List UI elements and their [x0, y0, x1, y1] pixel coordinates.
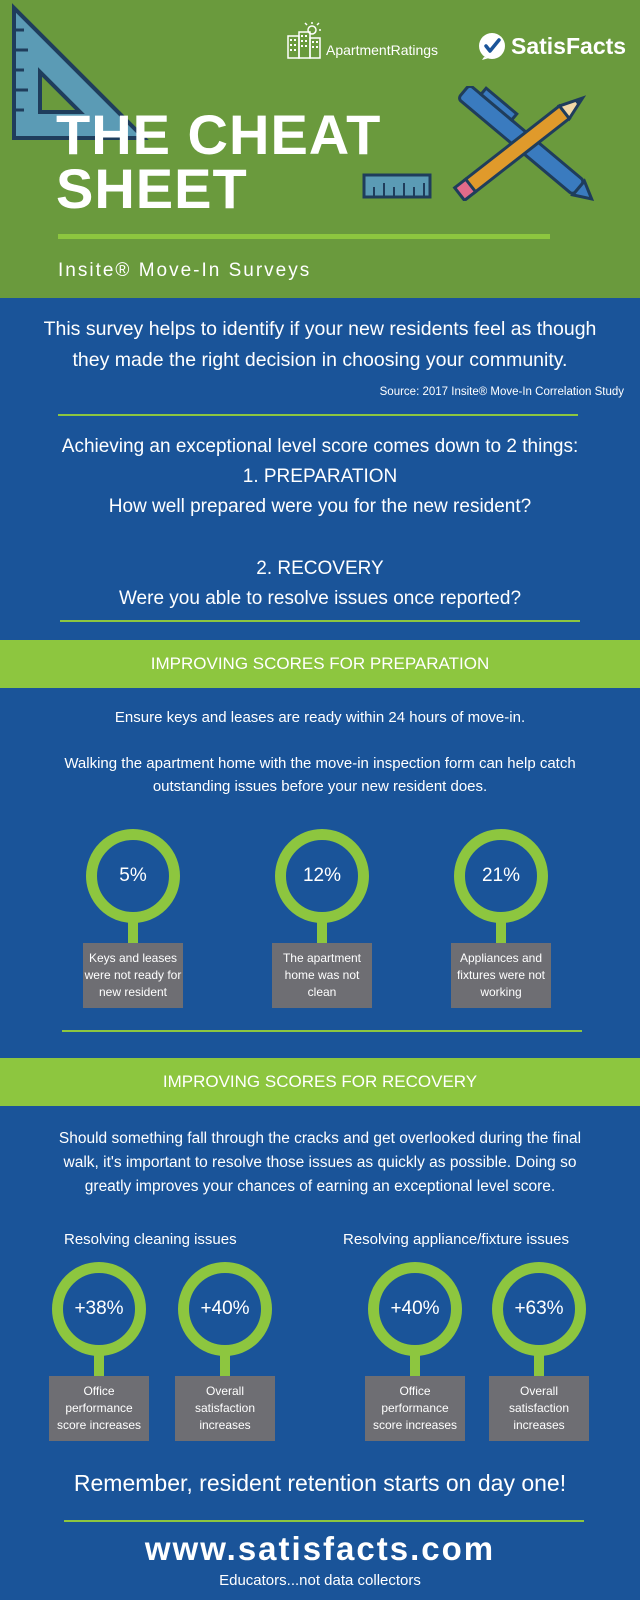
divider: [64, 1520, 584, 1522]
header-divider: [58, 234, 550, 239]
point2-title: 2. RECOVERY: [256, 558, 384, 579]
page-title: THE CHEAT SHEET: [56, 103, 436, 220]
intro-line2: they made the right decision in choosing…: [72, 349, 568, 371]
stat-value: +40%: [368, 1262, 462, 1356]
stat-label: Overall satisfaction increases: [489, 1376, 589, 1441]
intro-text: This survey helps to identify if your ne…: [0, 314, 640, 376]
stat-value: 21%: [454, 829, 548, 923]
stat-connector: [94, 1354, 104, 1378]
page-title-line2: SHEET: [56, 157, 248, 220]
page-title-line1: THE CHEAT: [56, 103, 382, 166]
ruler-icon: [362, 173, 432, 199]
stat-value: +40%: [178, 1262, 272, 1356]
preparation-text2-line2: outstanding issues before your new resid…: [152, 778, 488, 795]
recovery-text-line2: walk, it's important to resolve those is…: [63, 1154, 577, 1171]
tagline: Educators...not data collectors: [219, 1572, 421, 1589]
appliance-column-title: Resolving appliance/fixture issues: [343, 1231, 569, 1248]
intro-line1: This survey helps to identify if your ne…: [43, 318, 597, 340]
stat-connector: [534, 1354, 544, 1378]
preparation-text2: Walking the apartment home with the move…: [0, 752, 640, 798]
pen-and-pencil-icon: [452, 86, 595, 201]
divider: [58, 414, 578, 416]
stat-connector: [496, 921, 506, 945]
recovery-text-line3: greatly improves your chances of earning…: [84, 1178, 556, 1195]
point1-title: 1. PREPARATION: [242, 466, 398, 487]
preparation-heading: IMPROVING SCORES FOR PREPARATION: [0, 640, 640, 688]
cleaning-column-title: Resolving cleaning issues: [64, 1231, 237, 1248]
apartmentratings-logo[interactable]: ApartmentRatings: [286, 22, 438, 60]
divider: [60, 620, 580, 622]
preparation-text1: Ensure keys and leases are ready within …: [114, 709, 526, 726]
point1-question: How well prepared were you for the new r…: [108, 496, 532, 517]
stat-value: +38%: [52, 1262, 146, 1356]
stat-value: 5%: [86, 829, 180, 923]
stat-label: The apartment home was not clean: [272, 943, 372, 1008]
page-subtitle: Insite® Move-In Surveys: [58, 260, 312, 281]
recovery-text: Should something fall through the cracks…: [0, 1127, 640, 1199]
stat-connector: [317, 921, 327, 945]
website-link[interactable]: www.satisfacts.com: [144, 1530, 496, 1567]
apartmentratings-logo-text: ApartmentRatings: [326, 42, 439, 58]
stat-value: +63%: [492, 1262, 586, 1356]
preparation-text2-line1: Walking the apartment home with the move…: [64, 755, 576, 772]
building-icon: [287, 22, 321, 59]
recovery-heading: IMPROVING SCORES FOR RECOVERY: [0, 1058, 640, 1106]
retention-message: Remember, resident retention starts on d…: [73, 1470, 567, 1496]
stat-connector: [128, 921, 138, 945]
stat-connector: [220, 1354, 230, 1378]
stat-label: Office performance score increases: [49, 1376, 149, 1441]
stat-label: Keys and leases were not ready for new r…: [83, 943, 183, 1008]
stat-value: 12%: [275, 829, 369, 923]
stat-connector: [410, 1354, 420, 1378]
stat-label: Appliances and fixtures were not working: [451, 943, 551, 1008]
satisfacts-logo-text: SatisFacts: [511, 32, 627, 59]
recovery-text-line1: Should something fall through the cracks…: [58, 1130, 582, 1147]
source-note: Source: 2017 Insite® Move-In Correlation…: [379, 386, 624, 398]
check-bubble-icon: [479, 33, 505, 60]
point2-question: Were you able to resolve issues once rep…: [118, 588, 522, 609]
divider: [62, 1030, 582, 1032]
satisfacts-logo[interactable]: SatisFacts: [478, 32, 626, 60]
key-points: Achieving an exceptional level score com…: [0, 432, 640, 614]
points-lead: Achieving an exceptional level score com…: [61, 436, 579, 457]
stat-label: Office performance score increases: [365, 1376, 465, 1441]
stat-label: Overall satisfaction increases: [175, 1376, 275, 1441]
header-banner: ApartmentRatings SatisFacts THE CHEAT SH…: [0, 0, 640, 298]
set-square-icon: [12, 3, 149, 140]
